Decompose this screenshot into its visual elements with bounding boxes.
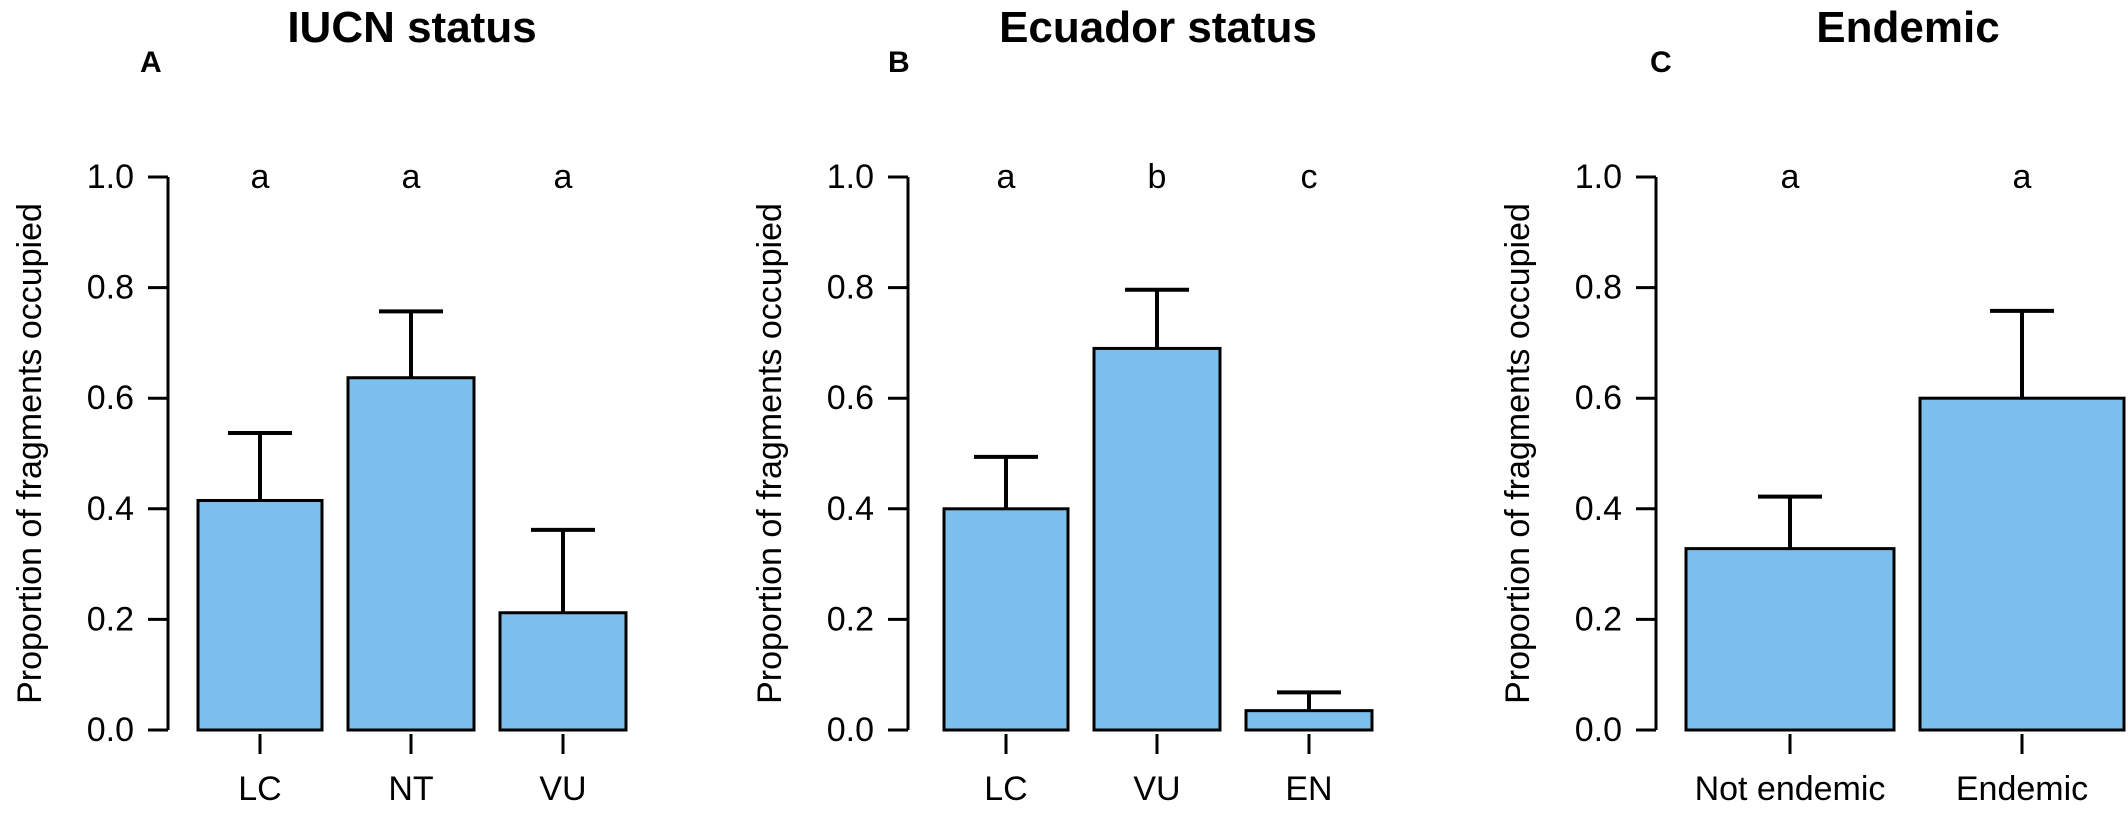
panel-b-significance-label: a [997, 158, 1016, 196]
panel-c-title: Endemic [1816, 3, 1999, 52]
panel-a-category-label: LC [238, 770, 281, 808]
panel-a-bar [498, 611, 628, 732]
panel-a-bar [346, 376, 476, 732]
panel-c-y-tick-label: 0.8 [1575, 269, 1622, 307]
panel-b-category-label: VU [1133, 770, 1180, 808]
panel-b-y-tick-label: 0.4 [827, 490, 874, 528]
panel-c-y-tick-label: 1.0 [1575, 158, 1622, 196]
panel-b-category-label: EN [1285, 770, 1332, 808]
panel-c-y-tick-label: 0.6 [1575, 379, 1622, 417]
panel-a-bar [196, 499, 324, 732]
panel-b-y-tick-label: 0.8 [827, 269, 874, 307]
panel-c-category-label: Endemic [1956, 770, 2088, 808]
panel-a-y-tick-label: 1.0 [87, 158, 134, 196]
panel-a-title: IUCN status [287, 3, 536, 52]
panel-c-significance-label: a [1781, 158, 1800, 196]
panel-c-category-label: Not endemic [1695, 770, 1886, 808]
panel-a-category-label: NT [388, 770, 433, 808]
panel-c-y-tick-label: 0.2 [1575, 600, 1622, 638]
panel-c-bar [1918, 396, 2126, 732]
panel-c-significance-label: a [2013, 158, 2032, 196]
panel-b-y-tick-label: 0.6 [827, 379, 874, 417]
panel-a-letter: A [140, 46, 162, 79]
panel-b-letter: B [888, 46, 910, 79]
panel-a-y-tick-label: 0.4 [87, 490, 134, 528]
panel-b-y-tick-label: 0.0 [827, 711, 874, 749]
panel-a: IUCN status A Proportion of fragments occu… [11, 3, 628, 808]
panel-b-y-tick-label: 1.0 [827, 158, 874, 196]
panel-b-y-axis-label: Proportion of fragments occupied [751, 203, 789, 704]
panel-b-title: Ecuador status [999, 3, 1317, 52]
panel-a-significance-label: a [251, 158, 270, 196]
panel-c-bar [1684, 547, 1896, 732]
panel-b: Ecuador status B Proportion of fragments o… [751, 3, 1374, 808]
panel-c-letter: C [1650, 46, 1672, 79]
panel-a-y-axis-label: Proportion of fragments occupied [11, 203, 49, 704]
panel-b-bar [942, 507, 1070, 732]
panel-a-y-tick-label: 0.8 [87, 269, 134, 307]
panel-a-significance-label: a [554, 158, 573, 196]
panel-a-significance-label: a [402, 158, 421, 196]
panel-a-y-tick-label: 0.6 [87, 379, 134, 417]
panel-c: Endemic C Proportion of fragments occupied… [1499, 3, 2126, 808]
panel-c-y-tick-label: 0.0 [1575, 711, 1622, 749]
panel-c-y-tick-label: 0.4 [1575, 490, 1622, 528]
panel-b-significance-label: b [1148, 158, 1167, 196]
panel-c-y-axis-label: Proportion of fragments occupied [1499, 203, 1537, 704]
panel-b-y-tick-label: 0.2 [827, 600, 874, 638]
panel-a-category-label: VU [539, 770, 586, 808]
panel-b-category-label: LC [984, 770, 1027, 808]
panel-b-bar [1244, 709, 1374, 732]
panel-b-significance-label: c [1301, 158, 1318, 196]
panel-a-y-tick-label: 0.2 [87, 600, 134, 638]
panel-b-bar [1092, 346, 1222, 732]
panel-a-y-tick-label: 0.0 [87, 711, 134, 749]
